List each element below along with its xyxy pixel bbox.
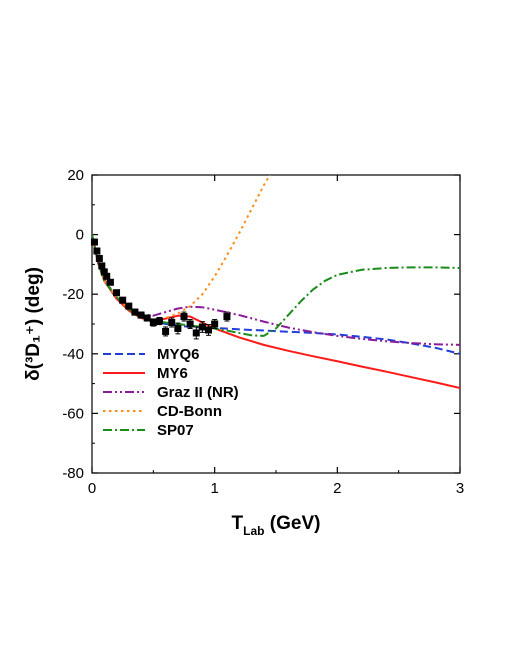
- legend-label: MY6: [157, 365, 188, 382]
- data-point-5: [103, 272, 111, 280]
- data-point-marker: [162, 327, 170, 335]
- data-point-marker: [180, 313, 188, 321]
- data-point-1: [93, 247, 101, 255]
- data-point-marker: [149, 319, 157, 327]
- x-tick-label-2: 2: [333, 480, 341, 497]
- data-point-18: [180, 311, 188, 322]
- data-point-14: [155, 316, 163, 326]
- x-tick-label-1: 1: [210, 480, 218, 497]
- x-tick-labels: 0 1 2 3: [88, 480, 464, 497]
- data-point-13: [149, 318, 157, 327]
- axis-ticks: [91, 174, 461, 474]
- data-point-0: [90, 238, 98, 246]
- x-axis-title-main: T: [232, 513, 244, 534]
- legend: MYQ6 MY6 Graz II (NR) CD-Bonn SP07: [103, 346, 239, 439]
- data-point-marker: [95, 254, 103, 262]
- series-layer: [92, 175, 460, 390]
- data-point-marker: [103, 272, 111, 280]
- plot-frame: [91, 174, 461, 474]
- data-point-24: [223, 311, 231, 322]
- data-point-21: [198, 321, 206, 333]
- y-tick-label-2: -40: [62, 346, 84, 363]
- data-point-marker: [98, 262, 106, 270]
- legend-item-myq6: MYQ6: [103, 346, 200, 363]
- data-point-11: [137, 311, 145, 319]
- data-point-marker: [119, 296, 127, 304]
- data-point-marker: [143, 314, 151, 322]
- data-point-marker: [186, 320, 194, 328]
- data-point-2: [95, 254, 103, 262]
- x-axis-title: TLab (GeV): [232, 513, 321, 538]
- series-graz-ii-nr-line: [92, 234, 460, 346]
- data-point-marker: [106, 278, 114, 286]
- x-tick-label-3: 3: [456, 480, 464, 497]
- data-point-marker: [100, 268, 108, 276]
- data-point-17: [174, 322, 182, 335]
- data-point-marker: [198, 323, 206, 331]
- legend-item-my6: MY6: [103, 365, 188, 382]
- data-point-marker: [211, 320, 219, 328]
- data-points-layer: [90, 238, 231, 340]
- data-point-marker: [113, 289, 121, 297]
- data-point-10: [131, 308, 139, 316]
- data-point-22: [205, 324, 213, 336]
- data-point-marker: [168, 319, 176, 327]
- data-point-19: [186, 319, 194, 329]
- data-point-marker: [155, 317, 163, 325]
- y-tick-label-5: 20: [67, 167, 84, 184]
- data-point-9: [125, 302, 133, 310]
- y-tick-label-3: -20: [62, 286, 84, 303]
- data-point-12: [143, 314, 151, 322]
- series-cd-bonn-line: [92, 175, 271, 321]
- data-point-3: [98, 262, 106, 270]
- data-point-marker: [223, 313, 231, 321]
- x-axis-title-subscript: Lab: [243, 524, 264, 538]
- data-point-marker: [93, 247, 101, 255]
- data-point-16: [168, 317, 176, 328]
- data-point-marker: [174, 324, 182, 332]
- legend-label: Graz II (NR): [157, 384, 239, 401]
- data-point-6: [106, 278, 114, 286]
- y-tick-labels: -80 -60 -40 -20 0 20: [62, 167, 84, 482]
- legend-label: SP07: [157, 422, 194, 439]
- data-point-20: [192, 326, 200, 340]
- data-point-marker: [90, 238, 98, 246]
- data-point-7: [113, 289, 121, 297]
- data-point-marker: [125, 302, 133, 310]
- data-point-8: [119, 296, 127, 304]
- legend-item-cd-bonn: CD-Bonn: [103, 403, 222, 420]
- legend-label: MYQ6: [157, 346, 200, 363]
- y-axis-title: δ(³D₁⁺) (deg): [23, 267, 44, 381]
- data-point-marker: [192, 329, 200, 337]
- y-tick-label-1: -60: [62, 405, 84, 422]
- y-tick-label-4: 0: [76, 227, 84, 244]
- legend-item-sp07: SP07: [103, 422, 194, 439]
- legend-label: CD-Bonn: [157, 403, 222, 420]
- series-myq6-line: [92, 234, 460, 355]
- data-point-marker: [205, 326, 213, 334]
- data-point-marker: [137, 311, 145, 319]
- y-tick-label-0: -80: [62, 465, 84, 482]
- data-point-23: [211, 319, 219, 329]
- legend-item-graz-ii-nr: Graz II (NR): [103, 384, 239, 401]
- x-axis-title-unit: (GeV): [265, 513, 321, 534]
- data-point-marker: [131, 308, 139, 316]
- data-point-15: [162, 326, 170, 337]
- series-my6-line: [92, 234, 460, 390]
- x-tick-label-0: 0: [88, 480, 96, 497]
